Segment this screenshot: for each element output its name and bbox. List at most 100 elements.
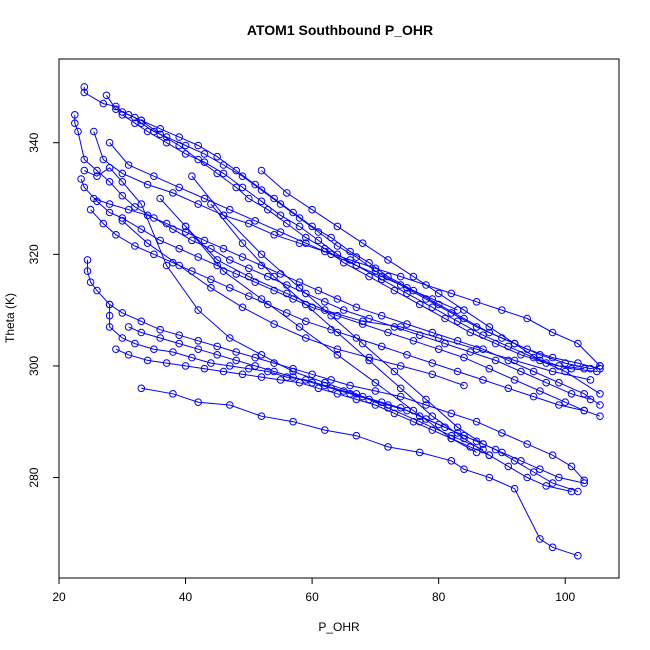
data-point [321, 247, 329, 256]
series-line [87, 259, 585, 481]
data-point [536, 351, 544, 359]
data-point [396, 362, 405, 370]
data-point [257, 197, 266, 206]
data-point [358, 239, 367, 247]
data-point [371, 378, 380, 387]
data-point [143, 180, 152, 189]
data-point [289, 417, 297, 426]
data-point [213, 342, 221, 351]
data-point [112, 345, 120, 354]
data-point [270, 272, 278, 281]
series-20 [257, 166, 604, 398]
data-point [226, 205, 234, 214]
data-point [321, 306, 329, 314]
data-point [124, 351, 133, 359]
data-point [422, 415, 430, 423]
data-point [99, 155, 108, 164]
data-point [283, 189, 291, 197]
data-point [390, 286, 399, 295]
data-point [295, 278, 304, 287]
data-point [447, 434, 456, 443]
data-point [314, 236, 323, 245]
data-point [580, 479, 589, 487]
data-point [295, 222, 304, 231]
data-point [270, 194, 278, 203]
data-point [251, 180, 259, 189]
data-point [352, 303, 361, 312]
data-point [567, 390, 576, 398]
data-point [308, 370, 316, 379]
data-point [358, 317, 367, 326]
data-point [90, 194, 98, 203]
data-point [333, 295, 342, 303]
data-point [289, 208, 297, 217]
data-point [472, 298, 481, 306]
data-point [213, 351, 221, 359]
data-point [118, 178, 127, 186]
data-point [384, 404, 392, 412]
series-line [90, 209, 601, 417]
data-point [175, 141, 183, 150]
data-point [112, 105, 120, 113]
series-17 [105, 138, 462, 314]
data-point [175, 183, 183, 192]
data-point [77, 175, 85, 183]
data-point [200, 150, 209, 158]
data-point [162, 261, 171, 270]
data-point [460, 381, 468, 390]
data-point [86, 205, 95, 214]
data-point [219, 267, 228, 275]
data-point [428, 303, 437, 312]
data-point [491, 339, 500, 348]
data-point [504, 462, 513, 471]
data-point [333, 390, 342, 398]
data-point [548, 479, 557, 487]
data-point [276, 228, 285, 236]
data-point [124, 205, 133, 214]
data-point [295, 284, 304, 292]
data-point [352, 395, 361, 404]
data-point [232, 348, 240, 356]
data-point [434, 300, 443, 309]
data-point [453, 367, 462, 376]
data-point [162, 359, 171, 367]
data-point [567, 487, 576, 496]
data-point [232, 166, 240, 175]
data-point [434, 289, 443, 298]
data-point [485, 323, 494, 331]
data-point [365, 272, 373, 281]
data-point [156, 125, 164, 133]
series-6 [77, 175, 589, 415]
data-point [276, 200, 285, 208]
data-point [422, 401, 430, 409]
data-point [93, 172, 101, 180]
data-point [245, 194, 253, 203]
data-point [314, 384, 323, 393]
data-point [194, 253, 202, 261]
series-line [106, 95, 601, 370]
data-point [93, 166, 101, 175]
data-point [169, 390, 177, 398]
data-point [479, 440, 487, 448]
data-point [580, 364, 589, 373]
data-point [523, 314, 532, 323]
data-point [226, 362, 234, 370]
data-point [207, 275, 215, 284]
data-point [245, 272, 253, 281]
data-point [213, 256, 221, 264]
data-point [377, 342, 386, 351]
data-point [175, 244, 183, 253]
data-point [295, 323, 304, 331]
data-point [384, 256, 392, 264]
data-point [574, 339, 582, 348]
data-point [308, 222, 316, 231]
data-point [453, 429, 462, 437]
x-tick-label: 40 [179, 590, 193, 604]
data-point [390, 367, 399, 376]
series-line [122, 114, 585, 370]
data-point [80, 83, 89, 91]
data-point [175, 261, 183, 270]
data-point [143, 356, 152, 365]
data-point [333, 222, 342, 231]
data-point [181, 228, 190, 236]
